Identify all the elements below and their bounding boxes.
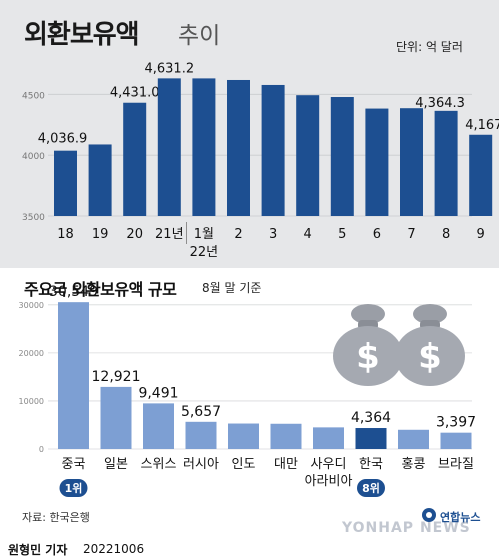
x-tick-label: 5: [338, 227, 346, 242]
x-tick-label: 사우디: [311, 457, 347, 472]
bar: [365, 108, 389, 216]
bar: [192, 78, 216, 217]
watermark: YONHAP NEWS: [342, 520, 471, 536]
x-tick-label: 러시아: [183, 457, 219, 472]
bar: [143, 403, 174, 449]
data-label: 9,491: [138, 385, 178, 401]
bar: [434, 110, 458, 216]
x-tick-label: 6: [373, 227, 381, 242]
y-tick-label: 10000: [19, 397, 44, 406]
x-tick-label: 8: [442, 227, 450, 242]
x-tick-label: 21년: [155, 227, 184, 242]
rank-badge-pill: [357, 479, 385, 497]
bar: [123, 102, 147, 216]
section-title: 주요국 외환보유액 규모: [24, 280, 177, 299]
bar: [54, 150, 77, 216]
x-tick-label: 20: [126, 227, 143, 242]
x-tick-label: 스위스: [141, 457, 177, 472]
x-tick-label: 홍콩: [402, 457, 426, 472]
y-tick-label: 0: [39, 445, 44, 454]
data-label: 4,167.7: [465, 118, 499, 133]
x-tick-label: 일본: [104, 457, 128, 472]
data-label: 3,397: [436, 415, 476, 431]
x-tick-label: 아라비아: [305, 474, 353, 489]
bar: [185, 421, 217, 449]
money-bag-icon: $: [395, 304, 465, 386]
bar: [228, 423, 259, 449]
bar: [330, 97, 354, 216]
bar: [58, 302, 89, 449]
bar: [261, 84, 285, 216]
y-tick-label: 20000: [19, 349, 44, 358]
dollar-sign-icon: $: [356, 337, 380, 377]
money-bag-icon: $: [333, 304, 403, 386]
section-note: 8월 말 기준: [202, 281, 262, 295]
bar: [270, 423, 302, 449]
x-tick-label: 3: [269, 227, 277, 242]
logo-text: 연합뉴스: [440, 511, 481, 524]
x-tick-label: 7: [407, 227, 415, 242]
dollar-sign-icon: $: [418, 337, 442, 377]
data-label: 4,364.3: [415, 96, 465, 111]
x-tick-label: 한국: [359, 457, 383, 472]
bar: [313, 427, 344, 449]
data-label: 12,921: [92, 369, 141, 385]
rank-badge-label: 1위: [65, 482, 83, 495]
x-tick-label: 1월: [194, 227, 214, 242]
bar: [400, 108, 423, 216]
rank-badge-label: 8위: [362, 482, 380, 495]
x-tick-label: 9: [477, 227, 485, 242]
bar: [227, 79, 250, 216]
x-tick-label: 18: [57, 227, 74, 242]
data-label: 4,036.9: [38, 132, 88, 147]
data-label: 4,364: [351, 410, 391, 426]
data-label: 4,431.0: [110, 86, 160, 101]
x-tick-label: 대만: [274, 457, 298, 472]
x-tick-label: 중국: [62, 457, 86, 472]
rank-badge: 1위: [59, 479, 88, 497]
x-tick-label: 인도: [232, 457, 256, 472]
bar: [440, 432, 472, 449]
logo-icon: [422, 508, 436, 522]
data-label: 30,549: [49, 284, 98, 300]
bar: [88, 144, 112, 216]
reserves-trend-chart: 3500 4000 4500 18 4,036.9 19 20 4,431.0 21년 4,631…: [22, 61, 499, 260]
data-label: 4,631.2: [144, 61, 194, 76]
x-tick-label: 4: [304, 227, 312, 242]
bar: [296, 95, 320, 216]
money-bags-illustration: $ $: [333, 304, 465, 386]
bar: [355, 428, 387, 449]
rank-badge-pill: [59, 479, 88, 497]
author-label: 원형민 기자: [8, 543, 68, 557]
y-tick-label: 3500: [22, 213, 45, 223]
date-label: 20221006: [83, 542, 145, 556]
x-tick-label: 브라질: [438, 457, 474, 472]
x-tick-label: 2: [234, 227, 242, 242]
page-title-suffix: 추이: [178, 23, 221, 49]
data-label: 5,657: [181, 404, 221, 420]
bar: [469, 134, 493, 216]
source-label: 자료: 한국은행: [22, 511, 90, 524]
page-title: 외환보유액: [24, 20, 140, 50]
bar: [100, 386, 132, 449]
rank-badge: 8위: [357, 479, 385, 497]
bar: [398, 429, 429, 449]
y-tick-label: 4500: [22, 91, 45, 101]
bar: [157, 78, 181, 216]
x-tick-label: 19: [92, 227, 109, 242]
y-tick-label: 4000: [22, 152, 45, 162]
y-tick-label: 30000: [19, 301, 44, 310]
year-label: 22년: [190, 245, 219, 260]
unit-label: 단위: 억 달러: [396, 40, 463, 54]
